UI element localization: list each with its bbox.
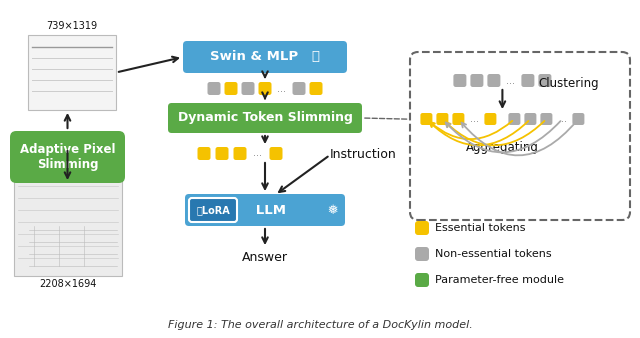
FancyBboxPatch shape: [183, 41, 347, 73]
FancyBboxPatch shape: [484, 113, 497, 125]
FancyBboxPatch shape: [420, 113, 433, 125]
FancyBboxPatch shape: [241, 82, 255, 95]
Text: Aggregating: Aggregating: [466, 141, 539, 153]
FancyBboxPatch shape: [198, 147, 211, 160]
FancyBboxPatch shape: [522, 74, 534, 87]
FancyBboxPatch shape: [269, 147, 282, 160]
FancyBboxPatch shape: [415, 221, 429, 235]
Text: Figure 1: The overall architecture of a DocKylin model.: Figure 1: The overall architecture of a …: [168, 320, 472, 330]
FancyBboxPatch shape: [207, 82, 221, 95]
Text: 🔥LoRA: 🔥LoRA: [196, 205, 230, 215]
FancyBboxPatch shape: [292, 82, 305, 95]
Text: Answer: Answer: [242, 251, 288, 264]
Text: Parameter-free module: Parameter-free module: [435, 275, 564, 285]
FancyBboxPatch shape: [538, 74, 552, 87]
Text: Adaptive Pixel
Slimming: Adaptive Pixel Slimming: [20, 143, 115, 171]
FancyBboxPatch shape: [168, 103, 362, 133]
Text: Instruction: Instruction: [330, 148, 397, 162]
Text: Swin & MLP   🔥: Swin & MLP 🔥: [210, 50, 320, 64]
FancyBboxPatch shape: [453, 74, 467, 87]
Text: ...: ...: [470, 114, 479, 124]
FancyBboxPatch shape: [415, 247, 429, 261]
Text: LLM         ❅: LLM ❅: [191, 203, 339, 217]
FancyBboxPatch shape: [540, 113, 552, 125]
FancyBboxPatch shape: [225, 82, 237, 95]
FancyBboxPatch shape: [185, 194, 345, 226]
Text: Dynamic Token Slimming: Dynamic Token Slimming: [177, 112, 353, 124]
FancyBboxPatch shape: [310, 82, 323, 95]
FancyBboxPatch shape: [436, 113, 449, 125]
FancyBboxPatch shape: [524, 113, 536, 125]
FancyBboxPatch shape: [470, 74, 483, 87]
Text: ...: ...: [278, 83, 287, 94]
Text: 739×1319: 739×1319: [47, 21, 97, 31]
FancyBboxPatch shape: [28, 35, 116, 110]
FancyBboxPatch shape: [259, 82, 271, 95]
Text: Clustering: Clustering: [538, 76, 598, 90]
Text: ...: ...: [506, 75, 515, 86]
FancyBboxPatch shape: [488, 74, 500, 87]
FancyBboxPatch shape: [572, 113, 584, 125]
Text: ...: ...: [253, 148, 262, 159]
Text: ...: ...: [558, 114, 567, 124]
FancyBboxPatch shape: [10, 131, 125, 183]
FancyBboxPatch shape: [216, 147, 228, 160]
Text: Non-essential tokens: Non-essential tokens: [435, 249, 552, 259]
FancyBboxPatch shape: [189, 198, 237, 222]
FancyBboxPatch shape: [452, 113, 465, 125]
FancyBboxPatch shape: [234, 147, 246, 160]
FancyBboxPatch shape: [508, 113, 520, 125]
Text: Essential tokens: Essential tokens: [435, 223, 525, 233]
Text: 2208×1694: 2208×1694: [39, 279, 97, 289]
FancyBboxPatch shape: [415, 273, 429, 287]
FancyBboxPatch shape: [14, 148, 122, 276]
